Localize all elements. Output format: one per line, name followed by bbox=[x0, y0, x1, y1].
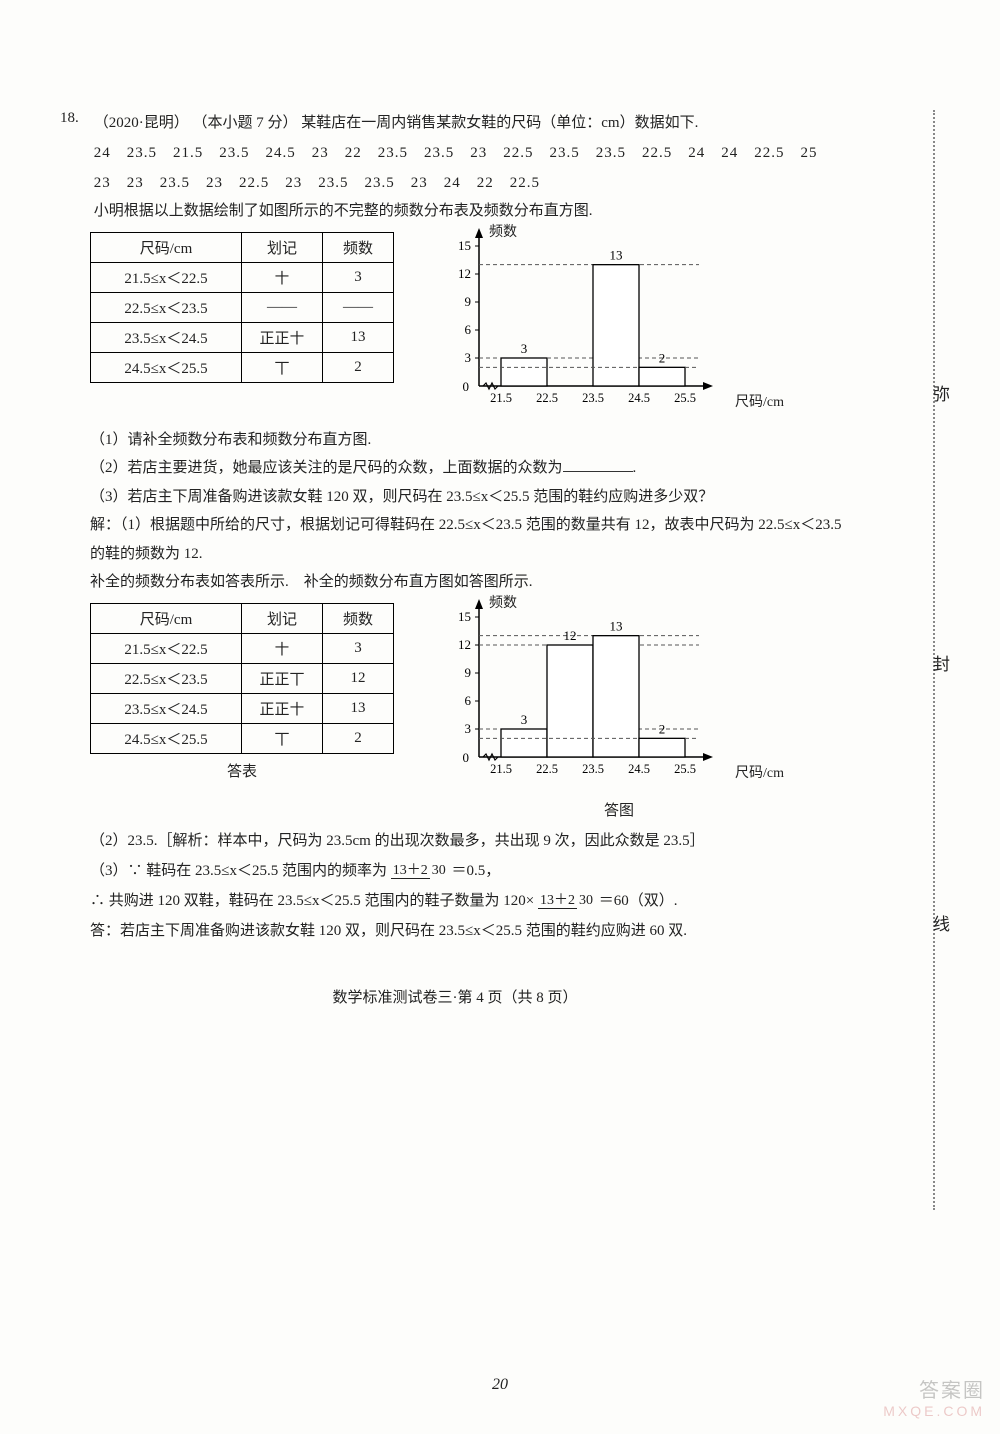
binding-margin: 弥 封 线 bbox=[920, 110, 960, 1210]
watermark-text-1: 答案圈 bbox=[883, 1374, 985, 1403]
row-table2-chart2: 尺码/cm 划记 频数 21.5≤x＜22.5〸3 22.5≤x＜23.5正正丅… bbox=[90, 597, 850, 820]
svg-text:12: 12 bbox=[458, 266, 471, 281]
sub-questions: （1）请补全频数分布表和频数分布直方图. （2）若店主要进货，她最应该关注的是尺… bbox=[90, 426, 850, 597]
chart-2: 频数 0369121521.522.523.524.525.5312132 尺码… bbox=[424, 597, 754, 797]
table-row: 23.5≤x＜24.5正正〸13 bbox=[91, 322, 394, 352]
svg-text:9: 9 bbox=[465, 665, 472, 680]
page: 弥 封 线 18. （2020·昆明） （本小题 7 分） 某鞋店在一周内销售某… bbox=[0, 0, 1000, 1434]
question-source: （2020·昆明） bbox=[94, 115, 189, 131]
svg-text:15: 15 bbox=[458, 609, 471, 624]
subq-1: （1）请补全频数分布表和频数分布直方图. bbox=[90, 426, 850, 455]
svg-text:6: 6 bbox=[465, 693, 472, 708]
svg-text:9: 9 bbox=[465, 294, 472, 309]
question-number: 18. bbox=[60, 110, 90, 127]
svg-text:24.5: 24.5 bbox=[628, 762, 650, 776]
freq-table-1: 尺码/cm 划记 频数 21.5≤x＜22.5〸3 22.5≤x＜23.5———… bbox=[90, 232, 394, 383]
t1-h0: 尺码/cm bbox=[91, 232, 242, 262]
svg-text:24.5: 24.5 bbox=[628, 391, 650, 405]
table-row: 22.5≤x＜23.5正正丅12 bbox=[91, 663, 394, 693]
table-row: 21.5≤x＜22.5〸3 bbox=[91, 633, 394, 663]
margin-char-3: 线 bbox=[933, 910, 950, 935]
question-body: （2020·昆明） （本小题 7 分） 某鞋店在一周内销售某款女鞋的尺码（单位：… bbox=[94, 110, 844, 226]
chart1-ylabel: 频数 bbox=[489, 221, 517, 241]
subq-3: （3）若店主下周准备购进该款女鞋 120 双，则尺码在 23.5≤x＜25.5 … bbox=[90, 483, 850, 512]
solution-5: 答：若店主下周准备购进该款女鞋 120 双，则尺码在 23.5≤x＜25.5 范… bbox=[90, 916, 850, 946]
watermark-text-2: MXQE.COM bbox=[883, 1403, 985, 1419]
t1-h1: 划记 bbox=[242, 232, 323, 262]
data-values: 24 23.5 21.5 23.5 24.5 23 22 23.5 23.5 2… bbox=[94, 145, 834, 191]
chart1-svg: 0 3 6 9 12 15 21.5 22.5 23.5 24.5 25.5 3 13 2 bbox=[424, 226, 724, 406]
svg-text:0: 0 bbox=[463, 379, 470, 394]
answer-table-caption: 答表 bbox=[90, 760, 394, 781]
chart1-xlabel: 尺码/cm bbox=[735, 391, 784, 411]
page-footer: 数学标准测试卷三·第 4 页（共 8 页） bbox=[60, 986, 850, 1007]
chart2-svg: 0 3 6 9 12 15 21.5 22.5 23.5 24.5 25.5 3 12 13 2 bbox=[424, 597, 724, 777]
table-row: 24.5≤x＜25.5丅2 bbox=[91, 723, 394, 753]
svg-text:3: 3 bbox=[465, 721, 472, 736]
question-stem1: 某鞋店在一周内销售某款女鞋的尺码（单位：cm）数据如下. bbox=[301, 115, 698, 131]
table-row: 21.5≤x＜22.5〸3 bbox=[91, 262, 394, 292]
svg-text:12: 12 bbox=[564, 628, 577, 643]
svg-text:0: 0 bbox=[463, 750, 470, 765]
question-18: 18. （2020·昆明） （本小题 7 分） 某鞋店在一周内销售某款女鞋的尺码… bbox=[60, 110, 850, 226]
fraction-1: 13＋230 bbox=[391, 864, 448, 879]
t2-h0: 尺码/cm bbox=[91, 603, 242, 633]
svg-text:25.5: 25.5 bbox=[674, 391, 696, 405]
svg-text:2: 2 bbox=[659, 350, 666, 365]
page-number: 20 bbox=[492, 1376, 508, 1394]
table-row: 23.5≤x＜24.5正正〸13 bbox=[91, 693, 394, 723]
svg-text:2: 2 bbox=[659, 721, 666, 736]
freq-table-2: 尺码/cm 划记 频数 21.5≤x＜22.5〸3 22.5≤x＜23.5正正丅… bbox=[90, 603, 394, 754]
chart2-ylabel: 频数 bbox=[489, 592, 517, 612]
svg-text:21.5: 21.5 bbox=[490, 391, 512, 405]
svg-text:13: 13 bbox=[610, 247, 623, 262]
solution-3: （3）∵ 鞋码在 23.5≤x＜25.5 范围内的频率为 13＋230 ＝0.5… bbox=[90, 856, 850, 886]
svg-text:3: 3 bbox=[521, 341, 528, 356]
solution-4: ∴ 共购进 120 双鞋，鞋码在 23.5≤x＜25.5 范围内的鞋子数量为 1… bbox=[90, 886, 850, 916]
fraction-2: 13＋230 bbox=[538, 894, 595, 909]
table-row: 24.5≤x＜25.5丅2 bbox=[91, 352, 394, 382]
question-stem2: 小明根据以上数据绘制了如图所示的不完整的频数分布表及频数分布直方图. bbox=[94, 203, 593, 219]
blank-mode bbox=[563, 456, 633, 472]
main-content: 18. （2020·昆明） （本小题 7 分） 某鞋店在一周内销售某款女鞋的尺码… bbox=[60, 110, 850, 1007]
svg-text:12: 12 bbox=[458, 637, 471, 652]
svg-text:25.5: 25.5 bbox=[674, 762, 696, 776]
chart2-xlabel: 尺码/cm bbox=[735, 762, 784, 782]
margin-char-2: 封 bbox=[933, 650, 950, 675]
answer-chart-block: 频数 0369121521.522.523.524.525.5312132 尺码… bbox=[424, 597, 754, 820]
solution-rest: （2）23.5.［解析：样本中，尺码为 23.5cm 的出现次数最多，共出现 9… bbox=[90, 826, 850, 946]
svg-text:3: 3 bbox=[521, 712, 528, 727]
svg-text:3: 3 bbox=[465, 350, 472, 365]
svg-text:6: 6 bbox=[465, 322, 472, 337]
answer-table-block: 尺码/cm 划记 频数 21.5≤x＜22.5〸3 22.5≤x＜23.5正正丅… bbox=[90, 597, 394, 781]
svg-text:13: 13 bbox=[610, 618, 623, 633]
chart-1: 频数 0369121521.522.523.524.525.53132 尺码/c… bbox=[424, 226, 754, 426]
t1-h2: 频数 bbox=[323, 232, 394, 262]
solution-1b: 补全的频数分布表如答表所示. 补全的频数分布直方图如答图所示. bbox=[90, 568, 850, 597]
svg-text:22.5: 22.5 bbox=[536, 391, 558, 405]
row-table1-chart1: 尺码/cm 划记 频数 21.5≤x＜22.5〸3 22.5≤x＜23.5———… bbox=[90, 226, 850, 426]
svg-text:15: 15 bbox=[458, 238, 471, 253]
margin-char-1: 弥 bbox=[933, 380, 950, 405]
t2-h2: 频数 bbox=[323, 603, 394, 633]
svg-text:23.5: 23.5 bbox=[582, 391, 604, 405]
question-points: （本小题 7 分） bbox=[193, 115, 298, 131]
svg-text:21.5: 21.5 bbox=[490, 762, 512, 776]
watermark: 答案圈 MXQE.COM bbox=[883, 1374, 985, 1419]
table-row: 22.5≤x＜23.5———— bbox=[91, 292, 394, 322]
svg-text:22.5: 22.5 bbox=[536, 762, 558, 776]
answer-chart-caption: 答图 bbox=[484, 799, 754, 820]
solution-1a: 解：（1）根据题中所给的尺寸，根据划记可得鞋码在 22.5≤x＜23.5 范围的… bbox=[90, 511, 850, 568]
svg-text:23.5: 23.5 bbox=[582, 762, 604, 776]
t2-h1: 划记 bbox=[242, 603, 323, 633]
subq-2: （2）若店主要进货，她最应该关注的是尺码的众数，上面数据的众数为. bbox=[90, 454, 850, 483]
solution-2: （2）23.5.［解析：样本中，尺码为 23.5cm 的出现次数最多，共出现 9… bbox=[90, 826, 850, 856]
